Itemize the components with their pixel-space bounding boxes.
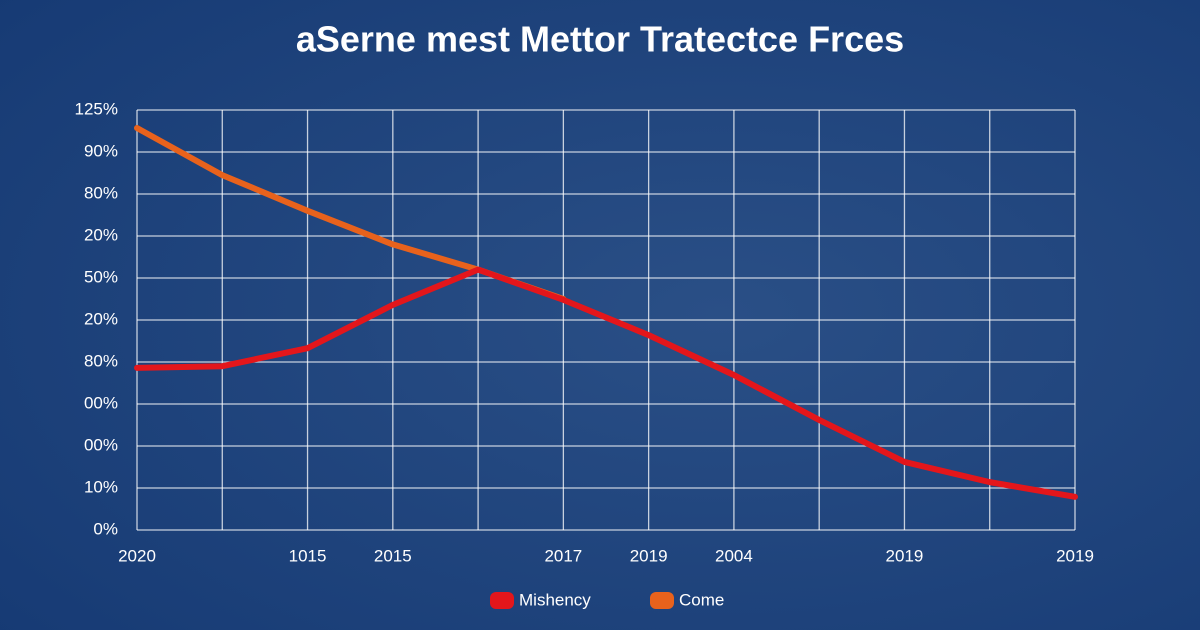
- legend-swatch: [490, 592, 514, 609]
- y-tick-label: 00%: [84, 435, 118, 454]
- legend-swatch: [650, 592, 674, 609]
- y-tick-label: 10%: [84, 477, 118, 496]
- x-tick-label: 2019: [630, 546, 668, 565]
- y-tick-label: 90%: [84, 141, 118, 160]
- x-tick-label: 2017: [544, 546, 582, 565]
- x-tick-label: 1015: [289, 546, 327, 565]
- line-series: [134, 266, 1078, 500]
- y-tick-label: 80%: [84, 351, 118, 370]
- y-tick-label: 50%: [84, 267, 118, 286]
- chart-title: aSerne mest Mettor Tratectce Frces: [296, 19, 904, 60]
- y-tick-label: 20%: [84, 309, 118, 328]
- legend-label: Mishency: [519, 590, 591, 609]
- x-tick-label: 2019: [1056, 546, 1094, 565]
- y-tick-label: 0%: [93, 519, 118, 538]
- x-tick-label: 2004: [715, 546, 753, 565]
- y-tick-label: 00%: [84, 393, 118, 412]
- legend-label: Come: [679, 590, 724, 609]
- y-tick-label: 20%: [84, 225, 118, 244]
- y-tick-label: 80%: [84, 183, 118, 202]
- x-tick-label: 2015: [374, 546, 412, 565]
- x-tick-label: 2019: [886, 546, 924, 565]
- y-tick-label: 125%: [75, 99, 118, 118]
- x-tick-label: 2020: [118, 546, 156, 565]
